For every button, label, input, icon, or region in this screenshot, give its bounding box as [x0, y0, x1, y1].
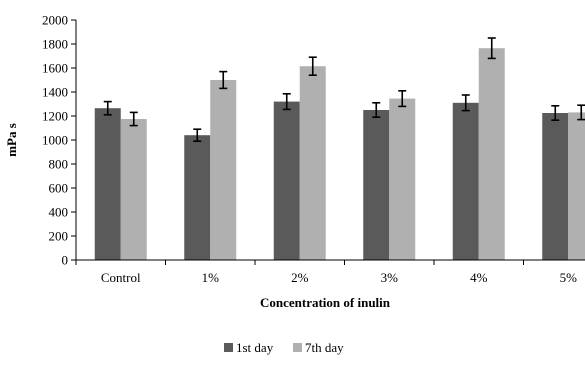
bar-1st-day	[274, 102, 300, 260]
bar-7th-day	[389, 99, 415, 260]
bar-7th-day	[300, 66, 326, 260]
y-tick-label: 600	[49, 181, 69, 196]
x-axis-title: Concentration of inulin	[260, 295, 391, 310]
y-tick-label: 200	[49, 229, 69, 244]
legend-swatch	[293, 343, 302, 352]
x-tick-label: 2%	[291, 270, 309, 285]
bar-1st-day	[453, 103, 479, 260]
bar-1st-day	[363, 110, 389, 260]
x-tick-label: 5%	[560, 270, 578, 285]
y-tick-label: 0	[62, 253, 69, 268]
x-tick-label: Control	[101, 270, 141, 285]
legend-label: 1st day	[236, 340, 274, 355]
bar-7th-day	[210, 80, 236, 260]
legend-swatch	[224, 343, 233, 352]
bar-1st-day	[184, 135, 210, 260]
bar-1st-day	[542, 113, 568, 260]
y-tick-label: 1200	[42, 109, 68, 124]
y-tick-label: 1600	[42, 61, 68, 76]
y-axis-title: mPa s	[4, 123, 19, 157]
bar-7th-day	[479, 48, 505, 260]
x-tick-label: 3%	[381, 270, 399, 285]
x-axis-ticks: Control 1% 2% 3% 4% 5%	[76, 260, 577, 285]
bar-1st-day	[95, 108, 121, 260]
y-tick-label: 2000	[42, 13, 68, 28]
x-tick-label: 1%	[202, 270, 220, 285]
bars	[95, 38, 585, 260]
y-tick-label: 1800	[42, 37, 68, 52]
y-tick-label: 1400	[42, 85, 68, 100]
y-tick-label: 800	[49, 157, 69, 172]
legend-label: 7th day	[305, 340, 344, 355]
bar-7th-day	[121, 119, 147, 260]
y-axis-ticks: 0 200 400 600 800 1000 1200 1400 1600 1800 2000	[42, 13, 76, 268]
y-tick-label: 1000	[42, 133, 68, 148]
bar-7th-day	[568, 112, 585, 260]
x-tick-label: 4%	[470, 270, 488, 285]
legend: 1st day 7th day	[224, 340, 344, 355]
y-tick-label: 400	[49, 205, 69, 220]
